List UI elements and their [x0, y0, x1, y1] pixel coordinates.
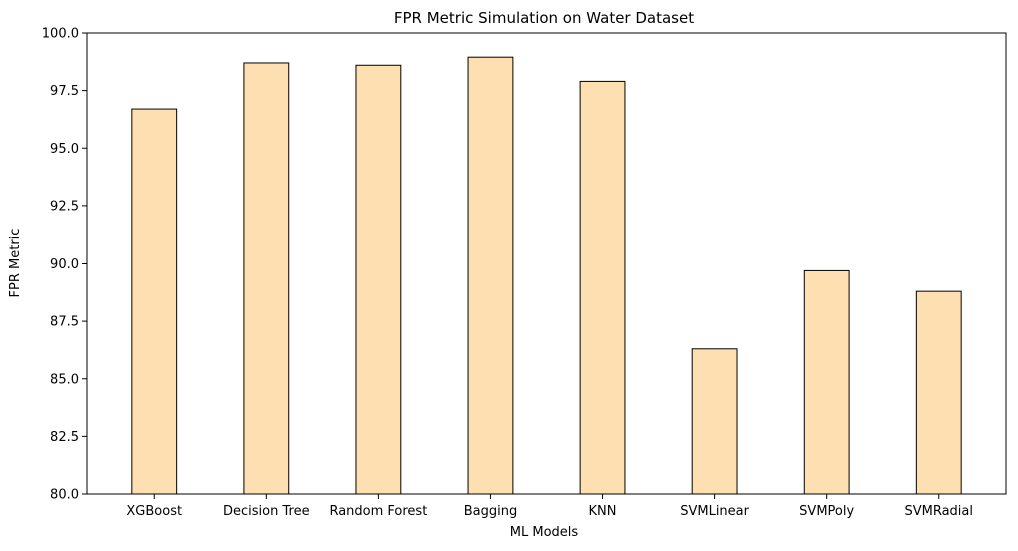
y-tick-label: 95.0 — [50, 142, 79, 157]
x-axis-label: ML Models — [510, 525, 579, 540]
x-tick-label: XGBoost — [126, 504, 182, 519]
bar — [579, 80, 626, 495]
bar — [131, 108, 178, 495]
plot-area: 80.0 82.5 85.0 87.5 90.0 92.5 95.0 97.5 100.0 XGB… — [42, 27, 1007, 519]
y-tick-label: 80.0 — [50, 488, 79, 503]
x-tick-label: SVMLinear — [680, 504, 749, 519]
bar — [467, 56, 514, 495]
y-axis-label: FPR Metric — [8, 229, 23, 298]
y-tick-label: 82.5 — [50, 430, 79, 445]
bar — [691, 348, 738, 495]
y-tick-label: 90.0 — [50, 257, 79, 272]
chart-title: FPR Metric Simulation on Water Dataset — [394, 9, 694, 27]
y-tick-label: 92.5 — [50, 199, 79, 214]
bar — [355, 64, 402, 495]
x-tick-label: KNN — [589, 504, 617, 519]
bar — [915, 290, 962, 495]
x-tick-label: SVMPoly — [799, 504, 854, 519]
y-tick-label: 100.0 — [42, 27, 79, 42]
y-tick-label: 97.5 — [50, 84, 79, 99]
x-tick-label: Bagging — [464, 504, 518, 519]
x-tick-label: SVMRadial — [904, 504, 973, 519]
bar — [803, 269, 850, 495]
x-tick-label: Random Forest — [329, 504, 427, 519]
plot-frame — [86, 32, 1007, 495]
x-tick-label: Decision Tree — [223, 504, 310, 519]
y-tick-label: 87.5 — [50, 315, 79, 330]
y-tick-label: 85.0 — [50, 372, 79, 387]
bar — [243, 62, 290, 495]
